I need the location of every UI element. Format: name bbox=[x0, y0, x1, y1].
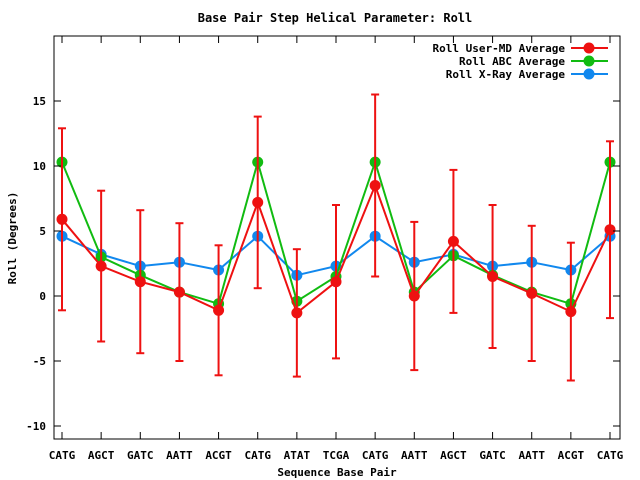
x-tick-label: AATT bbox=[518, 449, 545, 462]
x-tick-label: CATG bbox=[362, 449, 389, 462]
x-axis-label: Sequence Base Pair bbox=[277, 466, 397, 479]
y-tick-label: -10 bbox=[26, 420, 46, 433]
legend-label: Roll User-MD Average bbox=[433, 42, 566, 55]
data-point bbox=[369, 180, 381, 191]
x-tick-label: TCGA bbox=[323, 449, 350, 462]
data-point bbox=[330, 276, 342, 288]
x-tick-label: AGCT bbox=[88, 449, 115, 462]
data-point bbox=[173, 286, 185, 298]
x-tick-label: ATAT bbox=[284, 449, 311, 462]
y-tick-label: 0 bbox=[39, 290, 46, 303]
data-point bbox=[447, 235, 459, 247]
data-point bbox=[565, 306, 577, 318]
chart-title: Base Pair Step Helical Parameter: Roll bbox=[198, 11, 473, 25]
axes: -10 -5 0 5 10 15 CATG AGCT GATC AATT ACGT CATG ATAT T… bbox=[26, 36, 624, 462]
y-tick-label: 15 bbox=[33, 95, 46, 108]
legend-marker bbox=[583, 42, 595, 54]
x-tick-label: AGCT bbox=[440, 449, 467, 462]
data-point bbox=[213, 304, 225, 316]
plot-area bbox=[56, 93, 616, 382]
data-point bbox=[526, 287, 538, 299]
data-point bbox=[291, 307, 303, 319]
data-point bbox=[408, 290, 420, 302]
x-tick-label: ACGT bbox=[558, 449, 585, 462]
x-tick-label: AATT bbox=[166, 449, 193, 462]
data-point bbox=[604, 224, 616, 236]
x-tick-label: ACGT bbox=[205, 449, 232, 462]
y-tick-label: 10 bbox=[33, 160, 46, 173]
x-tick-label: CATG bbox=[244, 449, 271, 462]
x-tick-label: GATC bbox=[127, 449, 154, 462]
data-point bbox=[487, 271, 499, 282]
legend-marker bbox=[583, 68, 595, 80]
y-tick-label: 5 bbox=[39, 225, 46, 238]
legend-label: Roll ABC Average bbox=[459, 55, 565, 68]
x-tick-label: CATG bbox=[597, 449, 624, 462]
data-point bbox=[134, 276, 146, 288]
y-axis-label: Roll (Degrees) bbox=[6, 192, 19, 285]
legend-marker bbox=[583, 55, 595, 67]
x-tick-label: GATC bbox=[479, 449, 506, 462]
legend-label: Roll X-Ray Average bbox=[446, 68, 566, 81]
data-point bbox=[56, 213, 68, 225]
series-0 bbox=[56, 93, 616, 382]
data-point bbox=[252, 196, 264, 208]
y-tick-label: -5 bbox=[33, 355, 46, 368]
plot-frame bbox=[53, 35, 621, 440]
data-point bbox=[95, 260, 107, 272]
x-tick-label: CATG bbox=[49, 449, 76, 462]
x-tick-label: AATT bbox=[401, 449, 428, 462]
